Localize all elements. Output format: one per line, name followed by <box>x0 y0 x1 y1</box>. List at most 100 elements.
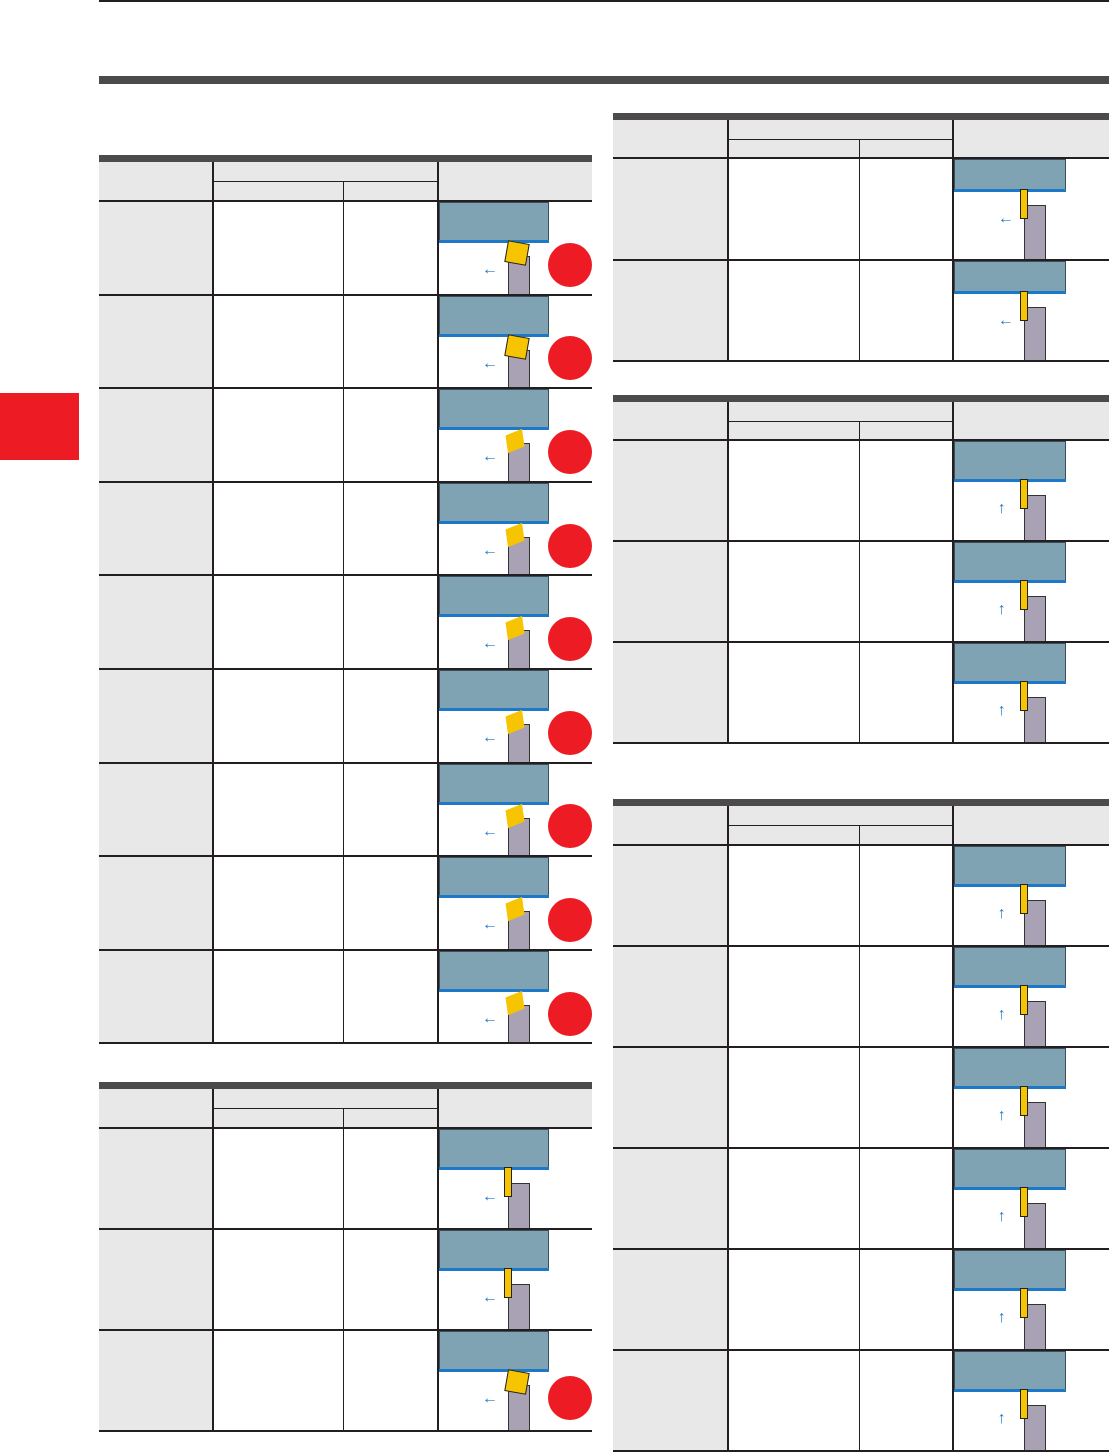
cutting-edge-icon <box>954 884 1066 887</box>
column-divider <box>952 402 954 743</box>
row-divider <box>613 439 1109 441</box>
feed-arrow-icon: ← <box>481 354 498 372</box>
red-marker <box>548 1375 592 1420</box>
workpiece-icon <box>954 260 1066 293</box>
spec-table: ← ← ← <box>99 1082 592 1432</box>
column-divider <box>437 1089 439 1431</box>
cutting-edge-icon <box>439 1268 550 1271</box>
illustration-profiling-insert: ← <box>439 857 592 949</box>
red-marker <box>548 242 592 287</box>
top-rule <box>99 0 1109 2</box>
first-column <box>99 1128 212 1431</box>
column-divider <box>859 139 860 361</box>
feed-arrow-icon: ← <box>481 1390 498 1407</box>
workpiece-icon <box>954 1351 1066 1391</box>
chapter-tab <box>0 393 79 460</box>
row-divider <box>99 668 592 670</box>
tool-holder-icon <box>1023 1001 1046 1046</box>
table-header-bar <box>613 395 1109 402</box>
tool-holder-icon <box>507 1284 530 1329</box>
illustration-turning-insert-square-double: ← <box>439 295 592 388</box>
cutting-edge-icon <box>954 290 1066 294</box>
red-marker <box>548 897 592 942</box>
cutting-edge-icon <box>439 427 550 431</box>
illustration-grooving-insert: ← <box>439 1230 592 1329</box>
subheader-line <box>212 181 437 182</box>
workpiece-icon <box>439 1129 550 1169</box>
column-divider <box>859 421 860 743</box>
workpiece-icon <box>439 670 550 710</box>
first-column <box>613 440 727 743</box>
column-divider <box>952 120 954 361</box>
insert-icon <box>1019 681 1028 711</box>
illustration-cutoff-insert: ↑ <box>954 947 1109 1046</box>
tool-holder-icon <box>1023 205 1046 259</box>
table-header-bar <box>99 155 592 162</box>
spec-table: ← ← <box>613 113 1109 362</box>
cutting-edge-icon <box>954 1389 1066 1392</box>
tool-holder-icon <box>1023 1203 1046 1248</box>
workpiece-icon <box>439 576 550 617</box>
feed-arrow-icon: ← <box>481 916 498 934</box>
row-divider <box>99 1228 592 1230</box>
cutting-edge-icon <box>439 614 550 618</box>
workpiece-icon <box>439 482 550 523</box>
feed-arrow-icon: ↑ <box>997 1410 1006 1427</box>
feed-arrow-icon: ↑ <box>997 601 1006 618</box>
cutting-edge-icon <box>954 189 1066 192</box>
feed-arrow-icon: ← <box>481 1188 498 1205</box>
tool-holder-icon <box>1023 495 1046 540</box>
illustration-cutoff-insert: ↑ <box>954 846 1109 945</box>
row-divider <box>613 742 1109 744</box>
cutting-edge-icon <box>954 985 1066 988</box>
cutting-edge-icon <box>439 333 550 337</box>
illustration-cutoff-insert-block: ↑ <box>954 1351 1109 1450</box>
row-divider <box>613 540 1109 542</box>
illustration-profiling-insert: ← <box>439 670 592 762</box>
insert-icon <box>1019 189 1028 219</box>
illustration-threading-insert: ← <box>954 159 1109 259</box>
tool-holder-icon <box>1023 1304 1046 1349</box>
cutting-edge-icon <box>439 895 550 899</box>
column-divider <box>212 1089 214 1431</box>
feed-arrow-icon: ↑ <box>997 1006 1006 1023</box>
row-divider <box>613 844 1109 846</box>
illustration-threading-insert-round: ← <box>954 260 1109 360</box>
row-divider <box>613 1046 1109 1048</box>
column-divider <box>952 806 954 1451</box>
spec-table: ↑ ↑ ↑ ↑ ↑ ↑ <box>613 799 1109 1452</box>
row-divider <box>99 761 592 764</box>
spec-table: ← ← ← ← ← ← ← ← ← <box>99 155 592 1045</box>
red-marker <box>548 617 592 662</box>
column-divider <box>212 162 214 1044</box>
feed-arrow-icon: ← <box>481 448 498 466</box>
illustration-profiling-insert-diamond: ← <box>439 482 592 575</box>
spec-table: ↑ ↑ ↑ <box>613 395 1109 744</box>
illustration-profiling-insert: ← <box>439 576 592 668</box>
column-divider <box>727 120 729 361</box>
subheader-line <box>212 1108 437 1109</box>
illustration-turning-insert-square: ← <box>439 202 592 294</box>
workpiece-icon <box>439 763 550 804</box>
column-divider <box>727 402 729 743</box>
illustration-profiling-insert: ← <box>439 763 592 856</box>
feed-arrow-icon: ↑ <box>997 905 1006 922</box>
feed-arrow-icon: ← <box>481 541 498 559</box>
insert-icon <box>1019 1086 1028 1116</box>
feed-arrow-icon: ← <box>997 210 1014 227</box>
cutting-edge-icon <box>954 681 1066 684</box>
illustration-cutoff-insert-block: ↑ <box>954 1149 1109 1248</box>
insert-icon <box>1019 479 1028 509</box>
feed-arrow-icon: ↑ <box>997 500 1006 517</box>
tool-holder-icon <box>1023 596 1046 641</box>
workpiece-icon <box>439 1230 550 1270</box>
tool-holder-icon <box>1023 306 1046 360</box>
row-divider <box>613 1349 1109 1351</box>
column-divider <box>437 162 439 1044</box>
row-divider <box>613 258 1109 261</box>
cutting-edge-icon <box>954 1187 1066 1190</box>
insert-icon <box>1019 1389 1028 1419</box>
first-column <box>99 201 212 1044</box>
feed-arrow-icon: ← <box>481 822 498 840</box>
row-divider <box>99 855 592 858</box>
